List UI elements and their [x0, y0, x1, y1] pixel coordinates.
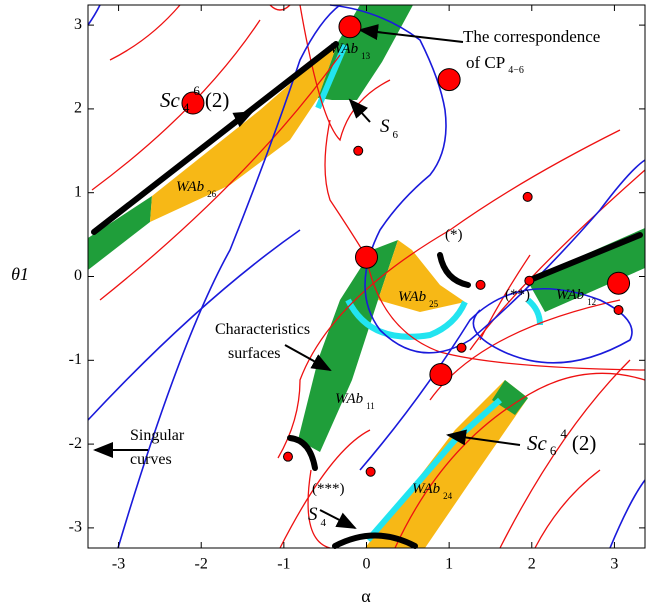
annotation-tail: (2) — [205, 88, 230, 112]
x-tick-label: 1 — [445, 556, 453, 573]
y-tick-label: -2 — [69, 435, 82, 452]
annotation-text: WAb — [412, 481, 441, 497]
annotation-text: of CP — [466, 53, 505, 72]
point — [522, 191, 533, 202]
annotation-subscript: 4 — [321, 517, 327, 529]
annotation-subscript: 6 — [550, 443, 557, 458]
point — [353, 145, 364, 156]
annotation-text: surfaces — [228, 345, 280, 362]
y-tick-label: 3 — [74, 16, 82, 33]
y-tick-label: 2 — [74, 100, 82, 117]
annotation: of CP 4−6 — [466, 53, 524, 76]
x-tick-label: -3 — [112, 556, 125, 573]
annotation: (***) — [312, 481, 345, 497]
annotation-text: WAb — [335, 391, 364, 407]
boundary-curves — [91, 41, 643, 549]
annotation-subscript: 6 — [393, 129, 399, 141]
annotation: (**) — [505, 287, 530, 303]
annotation-text: (***) — [312, 481, 345, 497]
point — [613, 305, 624, 316]
point — [355, 245, 378, 269]
annotation-text: The correspondence — [463, 27, 600, 46]
point — [607, 271, 631, 295]
annotation-text: Singular — [130, 427, 185, 444]
x-tick-label: -1 — [277, 556, 290, 573]
annotation: curves — [130, 451, 172, 468]
point — [338, 15, 362, 39]
annotation-text: WAb — [330, 41, 359, 57]
annotation-subscript: 24 — [443, 491, 453, 501]
annotation-text: (*) — [445, 227, 463, 243]
annotation-subscript: 12 — [587, 297, 596, 307]
point — [365, 466, 376, 477]
annotation-text: curves — [130, 451, 172, 468]
annotation-subscript: 26 — [207, 189, 217, 199]
point — [456, 342, 467, 353]
point — [181, 91, 205, 115]
annotation-text: S — [308, 504, 318, 525]
x-tick-label: 0 — [363, 556, 371, 573]
annotation-subscript: 25 — [429, 299, 439, 309]
y-tick-label: -3 — [69, 519, 82, 536]
annotation: Sc 46 (2) — [160, 83, 229, 115]
annotation-text: WAb — [176, 179, 205, 195]
annotation: WAb 12 — [556, 287, 596, 307]
annotation-text: WAb — [398, 289, 427, 305]
annotation: WAb 24 — [412, 481, 453, 501]
point — [475, 279, 486, 290]
annotation: WAb 11 — [335, 391, 375, 411]
annotation-tail: (2) — [572, 431, 597, 455]
annotation-text: Sc — [160, 88, 181, 112]
point — [437, 68, 461, 92]
annotation-arrows — [93, 24, 521, 529]
point — [282, 451, 293, 462]
y-tick-label: -1 — [69, 351, 82, 368]
annotation-subscript: 4−6 — [508, 65, 524, 76]
point — [429, 363, 453, 387]
annotation-superscript: 6 — [193, 83, 200, 98]
x-tick-label: -2 — [195, 556, 208, 573]
y-tick-label: 0 — [74, 267, 82, 284]
annotation-subscript: 13 — [361, 51, 371, 61]
y-axis-label: θ1 — [11, 264, 29, 284]
annotation: The correspondence — [463, 27, 600, 46]
annotation-text: (**) — [505, 287, 530, 303]
y-tick-label: 1 — [74, 183, 82, 200]
annotation: Sc 64 (2) — [527, 426, 596, 458]
annotation-superscript: 4 — [560, 426, 567, 441]
annotation: WAb 13 — [330, 41, 371, 61]
x-axis-label: α — [361, 586, 371, 606]
annotation-text: Sc — [527, 431, 548, 455]
annotation-text: WAb — [556, 287, 585, 303]
annotation-subscript: 4 — [183, 100, 190, 115]
x-tick-label: 2 — [528, 556, 536, 573]
annotation: WAb 26 — [176, 179, 217, 199]
annotation-text: S — [380, 116, 390, 137]
annotation: (*) — [445, 227, 463, 243]
annotation: Characteristics — [215, 321, 310, 338]
annotation-subscript: 11 — [366, 401, 375, 411]
annotation-text: Characteristics — [215, 321, 310, 338]
point — [524, 275, 535, 286]
x-tick-label: 3 — [610, 556, 618, 573]
annotation: surfaces — [228, 345, 280, 362]
annotation: WAb 25 — [398, 289, 439, 309]
annotation: Singular — [130, 427, 185, 444]
